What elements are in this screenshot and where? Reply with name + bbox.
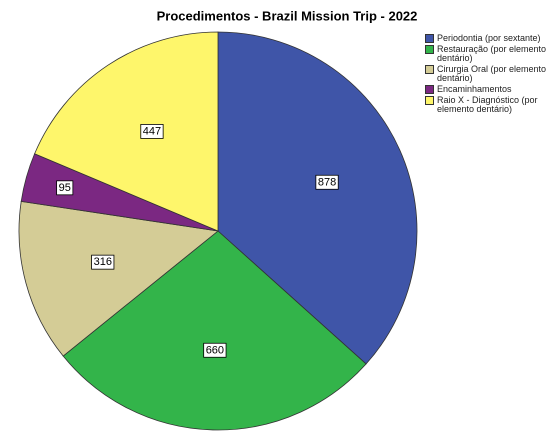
legend-label: Cirurgia Oral (por elemento dentário) [437, 64, 547, 83]
data-label-box [203, 342, 227, 358]
pie-slice [34, 31, 219, 232]
legend-label: Encaminhamentos [437, 84, 512, 94]
data-label: 95 [59, 182, 71, 194]
chart-title: Procedimentos - Brazil Mission Trip - 20… [157, 8, 418, 23]
data-label-box [56, 180, 74, 196]
legend-swatch [425, 65, 434, 74]
legend-item: Periodontia (por sextante) [425, 34, 553, 43]
data-label: 447 [143, 125, 161, 137]
data-label-box [140, 124, 164, 139]
data-label-box [315, 174, 339, 190]
legend-item: Encaminhamentos [425, 85, 553, 94]
data-label: 878 [318, 176, 336, 188]
legend: Periodontia (por sextante) Restauração (p… [425, 34, 553, 116]
legend-item: Raio X - Diagnóstico (por elemento dentá… [425, 96, 553, 114]
legend-swatch [425, 96, 434, 105]
legend-item: Cirurgia Oral (por elemento dentário) [425, 65, 553, 83]
pie-slice [18, 200, 219, 357]
legend-swatch [425, 34, 434, 43]
legend-label: Periodontia (por sextante) [437, 33, 541, 43]
pie-slice [62, 230, 367, 431]
legend-label: Raio X - Diagnóstico (por elemento dentá… [437, 95, 538, 114]
legend-swatch [425, 85, 434, 94]
data-label-box [91, 254, 115, 270]
legend-swatch [425, 45, 434, 54]
data-label: 660 [206, 344, 224, 356]
legend-item: Restauração (por elemento dentário) [425, 45, 553, 63]
data-label: 316 [94, 256, 112, 268]
legend-label: Restauração (por elemento dentário) [437, 44, 547, 63]
pie-slice [217, 31, 418, 365]
